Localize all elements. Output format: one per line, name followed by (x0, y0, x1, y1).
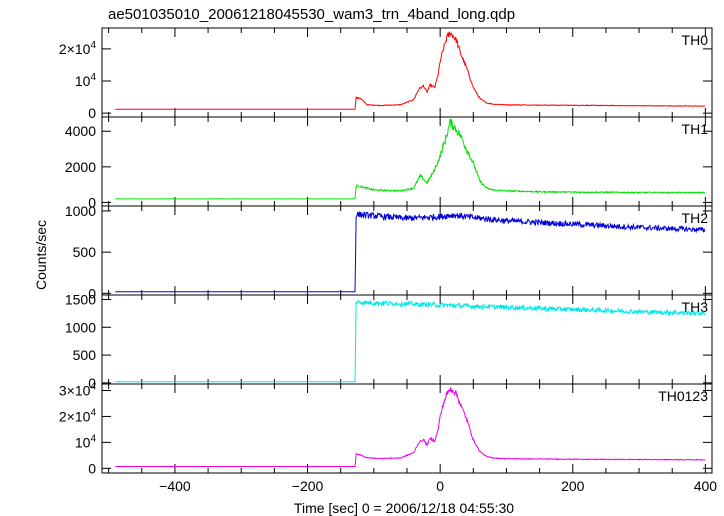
x-tick-label: −200 (292, 478, 324, 494)
y-axis-label: Counts/sec (33, 220, 49, 290)
y-tick-label: 104 (75, 433, 97, 450)
series-line (115, 387, 706, 467)
y-tick-label: 1000 (65, 319, 96, 335)
y-tick-label: 0 (88, 194, 96, 210)
series-label: TH1 (682, 121, 709, 137)
y-tick-label: 104 (75, 72, 97, 89)
series-label: TH0123 (658, 388, 708, 404)
x-tick-label: 200 (561, 478, 585, 494)
y-tick-label: 0 (88, 375, 96, 391)
series-line (115, 31, 706, 110)
y-tick-label: 500 (73, 347, 97, 363)
series-line (115, 211, 706, 293)
x-tick-label: 0 (436, 478, 444, 494)
x-axis-label: Time [sec] 0 = 2006/12/18 04:55:30 (294, 500, 514, 516)
chart-title: ae501035010_20061218045530_wam3_trn_4ban… (108, 6, 515, 23)
y-tick-label: 0 (88, 285, 96, 301)
y-tick-label: 0 (88, 460, 96, 476)
series-label: TH0 (682, 32, 709, 48)
series-label: TH2 (682, 210, 709, 226)
y-tick-label: 1500 (65, 291, 96, 307)
y-tick-label: 2×104 (59, 407, 97, 424)
panel-frame (101, 27, 713, 118)
y-tick-label: 0 (88, 105, 96, 121)
y-tick-label: 2×104 (59, 40, 97, 57)
series-line (115, 118, 706, 200)
y-tick-label: 4000 (65, 123, 96, 139)
x-tick-label: 400 (694, 478, 718, 494)
y-tick-label: 3×104 (59, 381, 97, 398)
x-tick-label: −400 (159, 478, 191, 494)
y-tick-label: 1000 (65, 203, 96, 219)
panel-frame (101, 294, 713, 385)
y-tick-label: 2000 (65, 159, 96, 175)
y-tick-label: 500 (73, 244, 97, 260)
series-line (115, 299, 706, 383)
